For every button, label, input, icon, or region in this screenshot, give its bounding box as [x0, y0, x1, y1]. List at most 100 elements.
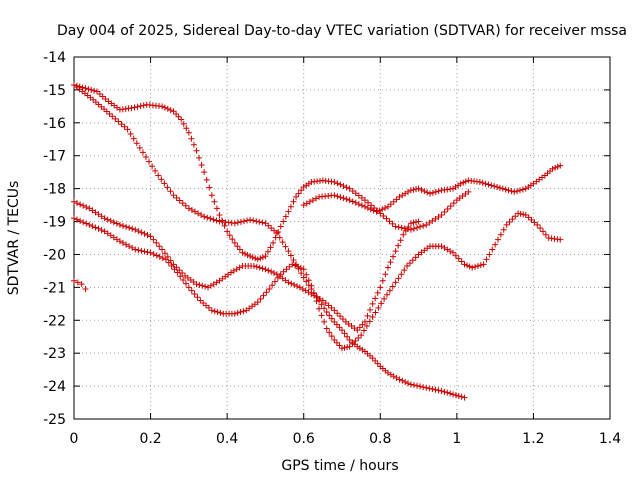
x-axis-label: GPS time / hours	[281, 458, 398, 474]
data-point	[254, 256, 261, 263]
data-point	[375, 304, 382, 311]
data-point	[337, 313, 344, 320]
data-point	[193, 281, 200, 288]
data-point	[178, 116, 185, 123]
y-tick-label: -24	[43, 379, 66, 395]
data-point	[326, 312, 333, 319]
x-tick-label: 0	[70, 431, 79, 447]
data-point	[231, 239, 238, 246]
data-point	[173, 111, 180, 118]
data-point	[159, 255, 166, 262]
x-tick-label: 0.2	[139, 431, 161, 447]
data-point	[404, 262, 411, 269]
data-point	[339, 316, 346, 323]
data-point	[344, 333, 351, 340]
y-tick-label: -22	[43, 313, 66, 329]
data-point	[95, 225, 102, 232]
data-point	[407, 381, 414, 388]
data-point	[441, 388, 448, 395]
data-point	[407, 220, 414, 227]
data-point	[198, 211, 205, 218]
data-point	[213, 217, 220, 224]
data-point	[508, 188, 515, 195]
y-tick-label: -16	[43, 116, 66, 132]
data-point	[80, 202, 87, 209]
data-point	[83, 220, 90, 227]
data-point	[506, 218, 513, 225]
data-point	[340, 195, 347, 202]
data-point	[257, 295, 264, 302]
data-point	[435, 387, 442, 394]
data-point	[424, 189, 431, 196]
data-point	[247, 253, 254, 260]
data-point	[309, 197, 316, 204]
data-point	[392, 279, 399, 286]
data-point	[287, 203, 294, 210]
data-point	[365, 199, 372, 206]
plot-frame	[73, 56, 611, 420]
data-point	[426, 219, 433, 226]
data-point	[395, 242, 402, 249]
y-tick-label: -20	[43, 247, 66, 263]
data-point	[216, 211, 223, 218]
data-point	[461, 261, 468, 268]
data-point	[313, 298, 320, 305]
data-point	[438, 211, 445, 218]
data-point	[413, 186, 420, 193]
data-point	[92, 224, 99, 231]
data-point	[420, 384, 427, 391]
data-point	[361, 197, 368, 204]
data-point	[552, 164, 559, 171]
data-point	[517, 210, 524, 217]
data-point	[203, 176, 210, 183]
data-point	[407, 226, 414, 233]
data-point	[124, 126, 131, 133]
data-point	[206, 184, 213, 191]
data-point	[88, 86, 95, 93]
data-point	[110, 219, 117, 226]
data-point	[253, 263, 260, 270]
data-point	[496, 184, 503, 191]
data-point	[89, 223, 96, 230]
y-tick-label: -18	[43, 182, 66, 198]
data-point	[98, 213, 105, 220]
data-point	[479, 179, 486, 186]
data-point	[377, 284, 384, 291]
data-point	[271, 269, 278, 276]
data-point	[395, 224, 402, 231]
data-point	[410, 382, 417, 389]
data-point	[285, 208, 292, 215]
data-point	[389, 283, 396, 290]
y-tick-label: -21	[43, 280, 66, 296]
data-point	[202, 283, 209, 290]
data-point	[77, 201, 84, 208]
data-point	[156, 253, 163, 260]
data-point	[486, 251, 493, 258]
data-point	[165, 259, 172, 266]
data-point	[308, 282, 315, 289]
data-point	[534, 221, 541, 228]
data-point	[476, 179, 483, 186]
data-point	[74, 200, 81, 207]
data-point	[282, 243, 289, 250]
data-point	[120, 239, 127, 246]
data-point	[285, 248, 292, 255]
data-point	[253, 218, 260, 225]
data-point	[450, 391, 457, 398]
data-point	[135, 228, 142, 235]
data-point	[318, 312, 325, 319]
data-point	[407, 187, 414, 194]
data-point	[224, 228, 231, 235]
data-point	[240, 308, 247, 315]
data-point	[376, 207, 383, 214]
data-point	[384, 264, 391, 271]
data-point	[86, 205, 93, 212]
data-point	[92, 209, 99, 216]
data-point	[540, 228, 546, 235]
data-point	[343, 184, 350, 191]
data-point	[112, 115, 119, 122]
x-tick-label: 1.4	[599, 431, 621, 447]
data-point	[149, 163, 156, 170]
data-point	[219, 217, 226, 224]
data-point	[406, 260, 413, 267]
